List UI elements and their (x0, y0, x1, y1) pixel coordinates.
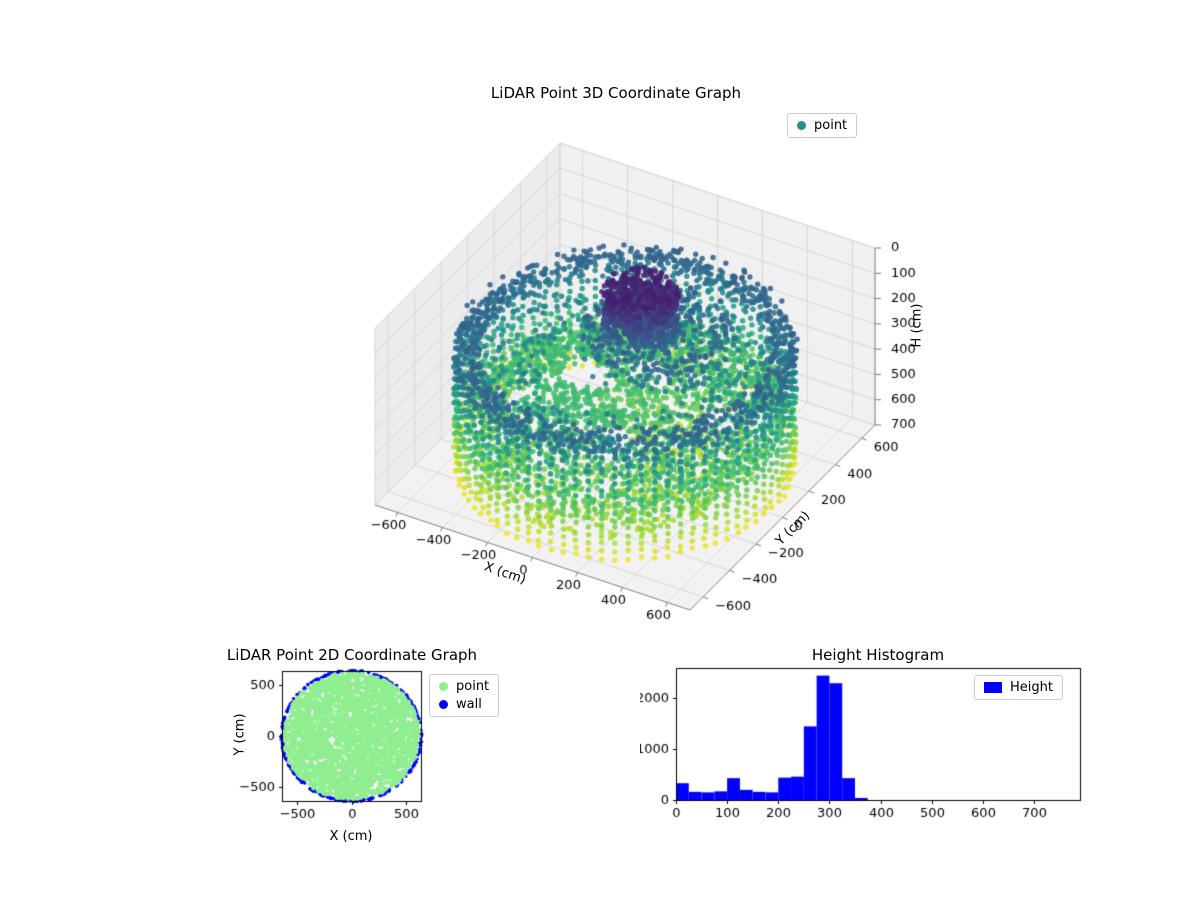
plot2d-legend: point wall (429, 674, 500, 717)
point-marker-icon (439, 682, 448, 691)
legend-label: Height (1010, 680, 1053, 695)
legend-item: wall (439, 697, 489, 712)
plot2d-xlabel: X (cm) (329, 829, 373, 844)
legend-label: wall (456, 697, 482, 712)
legend-item: point (439, 679, 489, 694)
histogram-title: Height Histogram (811, 646, 945, 664)
plot3d-canvas (300, 100, 960, 660)
plot2d-canvas (230, 660, 440, 850)
point-marker-icon (797, 121, 806, 130)
histogram-legend: Height (974, 675, 1063, 700)
height-swatch-icon (984, 682, 1002, 693)
wall-marker-icon (439, 700, 448, 709)
plot2d-title: LiDAR Point 2D Coordinate Graph (226, 646, 478, 664)
plot3d-legend: point (787, 113, 858, 138)
plot3d-zlabel: H (cm) (909, 303, 925, 348)
plot2d-ylabel: Y (cm) (232, 713, 248, 756)
legend-item: Height (984, 680, 1053, 695)
legend-label: point (814, 118, 848, 133)
legend-label: point (456, 679, 490, 694)
plot3d-title: LiDAR Point 3D Coordinate Graph (490, 84, 742, 102)
legend-item: point (797, 118, 847, 133)
